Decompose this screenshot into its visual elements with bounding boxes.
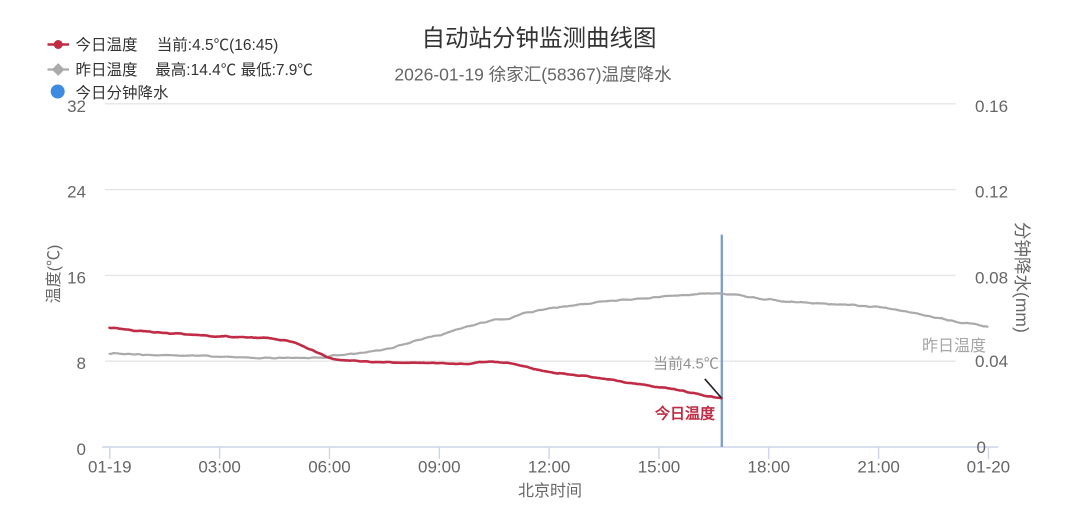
svg-text:21:00: 21:00 [857,458,900,477]
svg-text:8: 8 [77,354,86,373]
svg-text:12:00: 12:00 [528,458,571,477]
svg-text:昨日温度: 昨日温度 [76,61,138,79]
svg-text:0.08: 0.08 [975,268,1008,287]
svg-text:昨日温度: 昨日温度 [922,337,986,355]
svg-text:北京时间: 北京时间 [518,482,582,500]
svg-text:09:00: 09:00 [418,458,461,477]
svg-text:自动站分钟监测曲线图: 自动站分钟监测曲线图 [422,25,657,51]
svg-text:03:00: 03:00 [198,458,241,477]
svg-text:24: 24 [67,183,86,202]
svg-text:06:00: 06:00 [308,458,351,477]
svg-text:15:00: 15:00 [638,458,681,477]
svg-text:2026-01-19 徐家汇(58367)温度降水: 2026-01-19 徐家汇(58367)温度降水 [394,65,672,85]
svg-text:最高:14.4℃ 最低:7.9℃: 最高:14.4℃ 最低:7.9℃ [155,61,313,79]
svg-text:0: 0 [77,440,86,459]
svg-text:16: 16 [67,268,86,287]
svg-text:0: 0 [977,438,986,457]
svg-text:温度(℃): 温度(℃) [45,245,63,304]
svg-text:当前:4.5℃(16:45): 当前:4.5℃(16:45) [157,36,278,54]
svg-text:0.04: 0.04 [975,352,1008,371]
svg-text:今日温度: 今日温度 [76,36,138,54]
svg-text:01-20: 01-20 [967,458,1010,477]
svg-text:0.16: 0.16 [975,97,1008,116]
svg-text:18:00: 18:00 [748,458,791,477]
svg-text:0.12: 0.12 [975,183,1008,202]
svg-text:今日温度: 今日温度 [654,405,716,423]
svg-text:01-19: 01-19 [88,458,131,477]
svg-text:当前4.5℃: 当前4.5℃ [653,356,719,373]
svg-text:32: 32 [67,97,86,116]
svg-text:分钟降水(mm): 分钟降水(mm) [1012,222,1032,333]
svg-text:今日分钟降水: 今日分钟降水 [76,84,170,102]
